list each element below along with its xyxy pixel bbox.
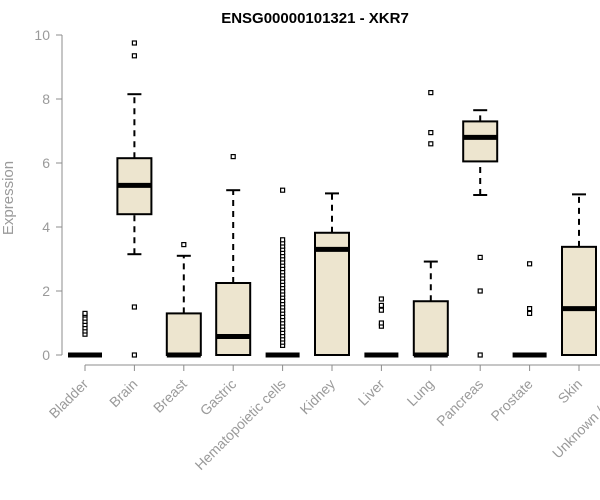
x-tick-label: Gastric [197,376,240,419]
box-kidney [314,192,350,356]
y-tick-label: 4 [42,219,50,235]
box-iqr [412,300,449,356]
box-lung [412,89,449,358]
outlier-point [526,310,533,316]
outlier-point [230,154,236,160]
y-tick-label: 8 [42,91,50,107]
x-tick-label: Kidney [297,376,339,418]
box-series [68,40,597,358]
outlier-point [477,254,483,260]
y-axis: 0 2 4 6 8 10 [34,27,63,363]
outlier-point [526,261,533,267]
box-iqr [462,120,499,163]
outlier-point [477,352,483,358]
box-bladder [68,310,102,358]
y-tick-label: 2 [42,283,50,299]
x-tick-label: Prostate [488,376,536,424]
x-tick-label: Skin [555,376,586,407]
outlier-point [131,352,137,358]
outlier-point [131,304,137,310]
x-tick-label: Brain [106,376,140,410]
outlier-point [378,307,384,313]
x-tick-label: Lung [404,376,437,409]
box-brain [116,40,153,358]
x-tick-label: Liver [355,376,388,409]
outlier-point [378,320,384,326]
outlier-point [428,89,434,96]
x-tick-label: Hematopoietic cells [192,376,289,473]
outlier-point [428,141,434,147]
y-tick-label: 6 [42,155,50,171]
outlier-point [428,130,434,136]
y-axis-label: Expression [0,161,17,235]
box-iqr [314,231,350,356]
outlier-point [82,310,88,316]
box-iqr [215,282,252,356]
y-tick-label: 10 [34,27,50,43]
outlier-point [378,296,384,302]
box-iqr [561,245,597,356]
outlier-point [280,237,286,243]
box-pancreas [462,109,499,358]
x-tick-label: Breast [150,376,190,416]
outlier-point [526,306,533,312]
outlier-point [378,302,384,308]
box-hematopoietic-cells [265,187,300,358]
x-tick-label: Bladder [46,376,92,422]
box-prostate [512,261,547,358]
outlier-point [131,53,137,59]
box-iqr [165,312,202,356]
outlier-point [477,288,483,294]
outlier-point [131,40,137,46]
outlier-point [280,187,286,193]
x-tick-label: Pancreas [433,376,486,429]
y-tick-label: 0 [42,347,50,363]
box-liver [364,296,399,358]
box-skin [561,193,597,356]
chart-title: ENSG00000101321 - XKR7 [221,10,409,27]
outlier-point [181,242,187,248]
box-gastric [215,154,252,356]
box-breast [165,242,202,358]
